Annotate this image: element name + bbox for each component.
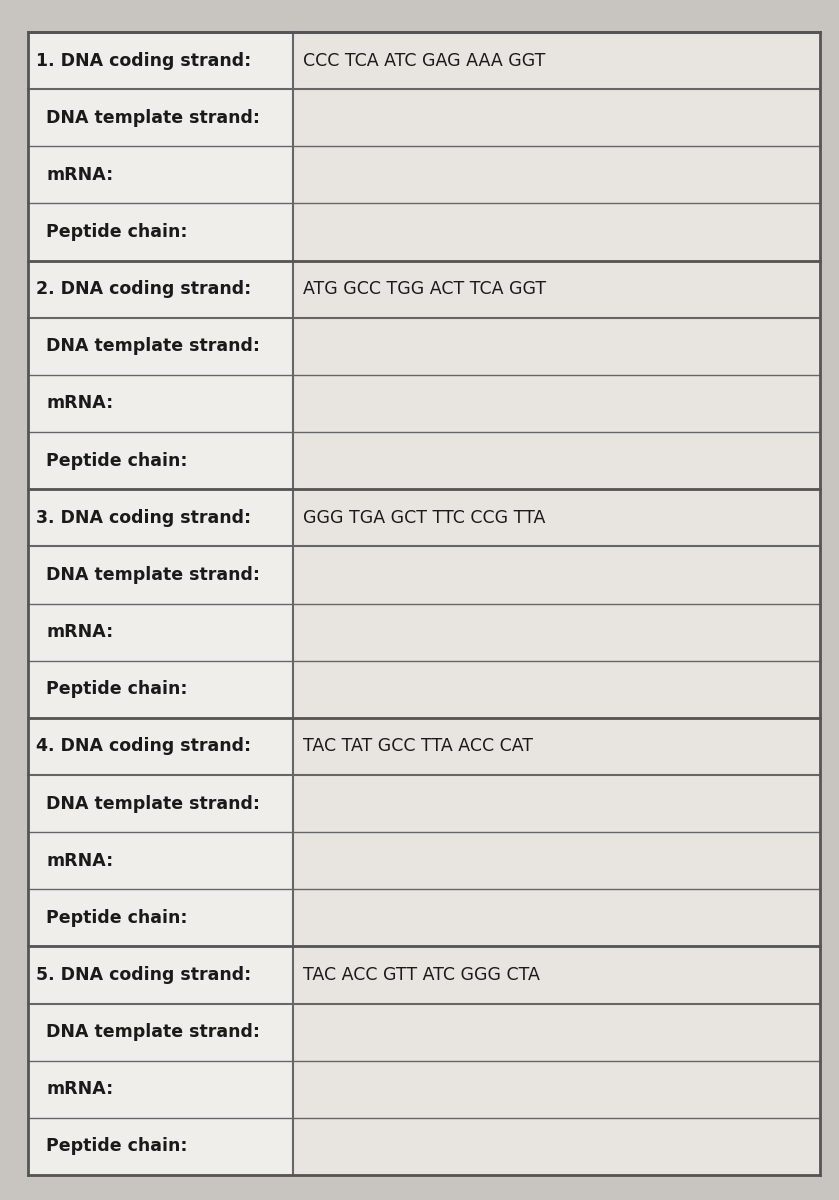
Bar xyxy=(294,775,820,832)
Bar xyxy=(294,1003,820,1061)
Bar xyxy=(28,89,294,146)
Bar xyxy=(294,374,820,432)
Text: DNA template strand:: DNA template strand: xyxy=(46,794,260,812)
Bar xyxy=(28,32,294,89)
Bar xyxy=(28,604,294,661)
Bar xyxy=(294,260,820,318)
Text: 5. DNA coding strand:: 5. DNA coding strand: xyxy=(36,966,251,984)
Text: Peptide chain:: Peptide chain: xyxy=(46,223,187,241)
Text: mRNA:: mRNA: xyxy=(46,852,113,870)
Bar xyxy=(294,718,820,775)
Bar xyxy=(28,661,294,718)
Bar xyxy=(28,432,294,490)
Bar xyxy=(28,1061,294,1118)
Bar xyxy=(294,318,820,374)
Text: mRNA:: mRNA: xyxy=(46,166,113,184)
Bar xyxy=(294,1118,820,1175)
Text: TAC TAT GCC TTA ACC CAT: TAC TAT GCC TTA ACC CAT xyxy=(304,737,534,755)
Text: DNA template strand:: DNA template strand: xyxy=(46,566,260,584)
Bar xyxy=(28,260,294,318)
Text: CCC TCA ATC GAG AAA GGT: CCC TCA ATC GAG AAA GGT xyxy=(304,52,545,70)
Bar xyxy=(294,604,820,661)
Bar xyxy=(28,374,294,432)
Text: Peptide chain:: Peptide chain: xyxy=(46,451,187,469)
Bar xyxy=(294,832,820,889)
Text: GGG TGA GCT TTC CCG TTA: GGG TGA GCT TTC CCG TTA xyxy=(304,509,545,527)
Text: mRNA:: mRNA: xyxy=(46,1080,113,1098)
Text: mRNA:: mRNA: xyxy=(46,623,113,641)
Bar xyxy=(294,32,820,89)
Bar xyxy=(294,1061,820,1118)
Bar xyxy=(28,318,294,374)
Text: 3. DNA coding strand:: 3. DNA coding strand: xyxy=(36,509,251,527)
Bar xyxy=(28,1118,294,1175)
Text: ATG GCC TGG ACT TCA GGT: ATG GCC TGG ACT TCA GGT xyxy=(304,280,546,298)
Bar xyxy=(28,204,294,260)
Bar xyxy=(294,661,820,718)
Text: DNA template strand:: DNA template strand: xyxy=(46,337,260,355)
Bar xyxy=(294,432,820,490)
Bar xyxy=(294,204,820,260)
Text: 2. DNA coding strand:: 2. DNA coding strand: xyxy=(36,280,251,298)
Bar xyxy=(28,947,294,1003)
Text: mRNA:: mRNA: xyxy=(46,395,113,413)
Bar xyxy=(28,775,294,832)
Text: DNA template strand:: DNA template strand: xyxy=(46,1024,260,1042)
Bar xyxy=(28,146,294,204)
Text: 1. DNA coding strand:: 1. DNA coding strand: xyxy=(36,52,251,70)
Bar xyxy=(294,889,820,947)
Bar xyxy=(294,546,820,604)
Bar xyxy=(294,146,820,204)
Text: Peptide chain:: Peptide chain: xyxy=(46,908,187,926)
Text: Peptide chain:: Peptide chain: xyxy=(46,1138,187,1156)
Bar xyxy=(294,947,820,1003)
Bar xyxy=(28,889,294,947)
Bar xyxy=(294,89,820,146)
Text: 4. DNA coding strand:: 4. DNA coding strand: xyxy=(36,737,251,755)
Bar xyxy=(28,490,294,546)
Bar xyxy=(28,1003,294,1061)
Text: DNA template strand:: DNA template strand: xyxy=(46,109,260,127)
Text: Peptide chain:: Peptide chain: xyxy=(46,680,187,698)
Bar xyxy=(294,490,820,546)
Bar xyxy=(28,546,294,604)
Text: TAC ACC GTT ATC GGG CTA: TAC ACC GTT ATC GGG CTA xyxy=(304,966,540,984)
Bar xyxy=(28,832,294,889)
Bar xyxy=(28,718,294,775)
